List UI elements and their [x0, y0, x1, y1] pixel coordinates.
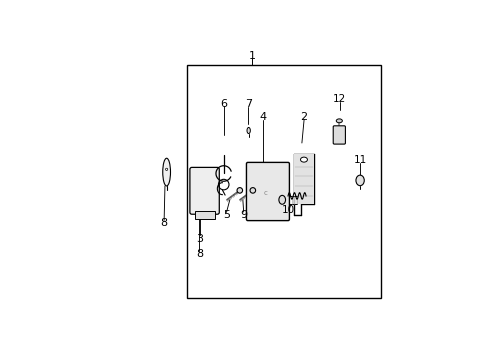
- Text: c: c: [263, 190, 266, 196]
- Text: 7: 7: [244, 99, 251, 109]
- FancyBboxPatch shape: [189, 167, 219, 214]
- Text: 2: 2: [300, 112, 307, 122]
- Ellipse shape: [278, 195, 285, 204]
- FancyBboxPatch shape: [246, 162, 289, 221]
- Ellipse shape: [163, 158, 170, 186]
- Bar: [293, 154, 314, 204]
- Text: 9: 9: [240, 210, 247, 220]
- Ellipse shape: [249, 188, 255, 193]
- Text: 11: 11: [353, 155, 366, 165]
- Text: 4: 4: [259, 112, 265, 122]
- Text: 5: 5: [223, 210, 229, 220]
- Text: 12: 12: [332, 94, 346, 104]
- Bar: [194, 211, 214, 219]
- Text: 3: 3: [196, 234, 203, 244]
- Ellipse shape: [237, 188, 242, 193]
- Ellipse shape: [355, 175, 364, 186]
- Ellipse shape: [336, 119, 342, 123]
- Text: 8: 8: [195, 249, 203, 259]
- Ellipse shape: [300, 157, 307, 162]
- Ellipse shape: [246, 127, 250, 134]
- Text: 1: 1: [248, 51, 255, 61]
- Text: 10: 10: [282, 205, 295, 215]
- Bar: [186, 66, 380, 298]
- Ellipse shape: [165, 168, 167, 170]
- Text: 8: 8: [160, 219, 167, 228]
- FancyBboxPatch shape: [332, 126, 345, 144]
- Text: 6: 6: [220, 99, 227, 109]
